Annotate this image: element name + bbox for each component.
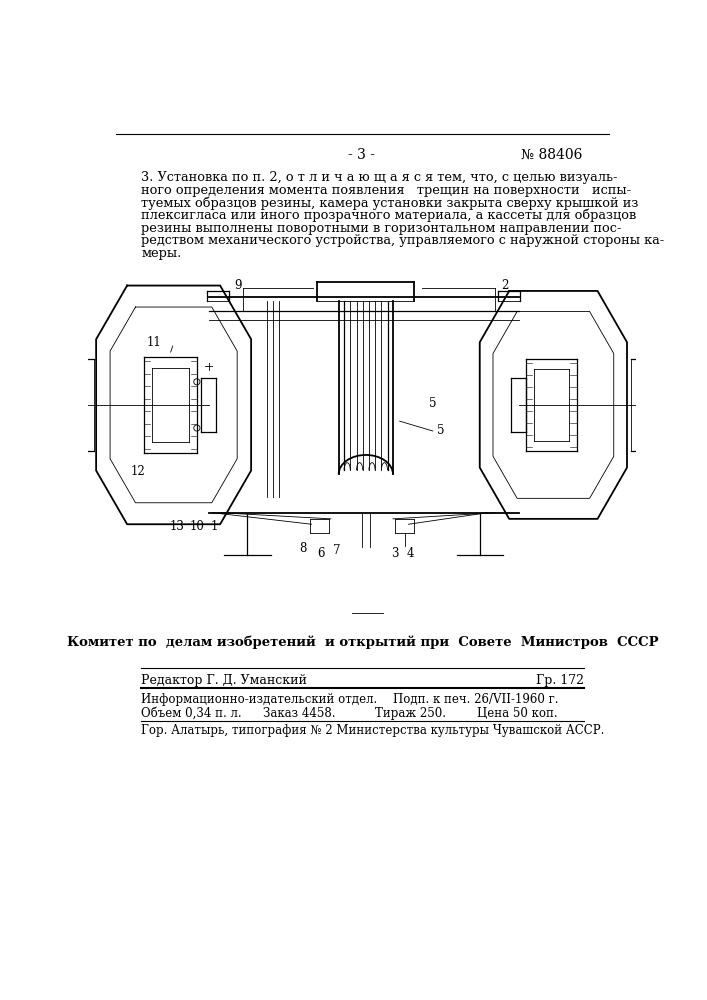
Text: 5: 5 bbox=[437, 424, 445, 437]
Text: редством механического устройства, управляемого с наружной стороны ка-: редством механического устройства, управ… bbox=[141, 234, 665, 247]
Text: плексигласа или иного прозрачного материала, а кассеты для образцов: плексигласа или иного прозрачного матери… bbox=[141, 209, 636, 222]
Text: 11: 11 bbox=[146, 336, 161, 349]
Text: 7: 7 bbox=[332, 544, 340, 556]
Text: резины выполнены поворотными в горизонтальном направлении пос-: резины выполнены поворотными в горизонта… bbox=[141, 222, 621, 235]
Text: 13: 13 bbox=[170, 520, 185, 533]
Text: 3. Установка по п. 2, о т л и ч а ю щ а я с я тем, что, с целью визуаль-: 3. Установка по п. 2, о т л и ч а ю щ а … bbox=[141, 171, 618, 184]
Text: № 88406: № 88406 bbox=[521, 148, 582, 162]
Text: 4: 4 bbox=[407, 547, 414, 560]
Text: Тираж 250.: Тираж 250. bbox=[375, 707, 446, 720]
Text: Редактор Г. Д. Уманский: Редактор Г. Д. Уманский bbox=[141, 674, 307, 687]
Text: 3: 3 bbox=[391, 547, 398, 560]
Text: 1: 1 bbox=[211, 520, 218, 533]
Text: 12: 12 bbox=[131, 465, 146, 478]
Text: 6: 6 bbox=[317, 547, 325, 560]
Text: Комитет по  делам изобретений  и открытий при  Совете  Министров  СССР: Комитет по делам изобретений и открытий … bbox=[67, 636, 658, 649]
Text: Объем 0,34 п. л.: Объем 0,34 п. л. bbox=[141, 707, 242, 720]
Text: Информационно-издательский отдел.: Информационно-издательский отдел. bbox=[141, 693, 378, 706]
Text: 10: 10 bbox=[189, 520, 204, 533]
Text: - 3 -: - 3 - bbox=[349, 148, 375, 162]
Text: 8: 8 bbox=[299, 542, 307, 555]
Text: Гор. Алатырь, типография № 2 Министерства культуры Чувашской АССР.: Гор. Алатырь, типография № 2 Министерств… bbox=[141, 724, 604, 737]
Text: Подп. к печ. 26/VII-1960 г.: Подп. к печ. 26/VII-1960 г. bbox=[392, 693, 558, 706]
Text: ного определения момента появления   трещин на поверхности   испы-: ного определения момента появления трещи… bbox=[141, 184, 631, 197]
Text: Гр. 172: Гр. 172 bbox=[537, 674, 585, 687]
Text: туемых образцов резины, камера установки закрыта сверху крышкой из: туемых образцов резины, камера установки… bbox=[141, 196, 638, 210]
Text: меры.: меры. bbox=[141, 247, 181, 260]
Text: 5: 5 bbox=[429, 397, 437, 410]
Text: 9: 9 bbox=[234, 279, 242, 292]
Text: Заказ 4458.: Заказ 4458. bbox=[263, 707, 335, 720]
Text: Цена 50 коп.: Цена 50 коп. bbox=[477, 707, 558, 720]
Text: 2: 2 bbox=[501, 279, 508, 292]
